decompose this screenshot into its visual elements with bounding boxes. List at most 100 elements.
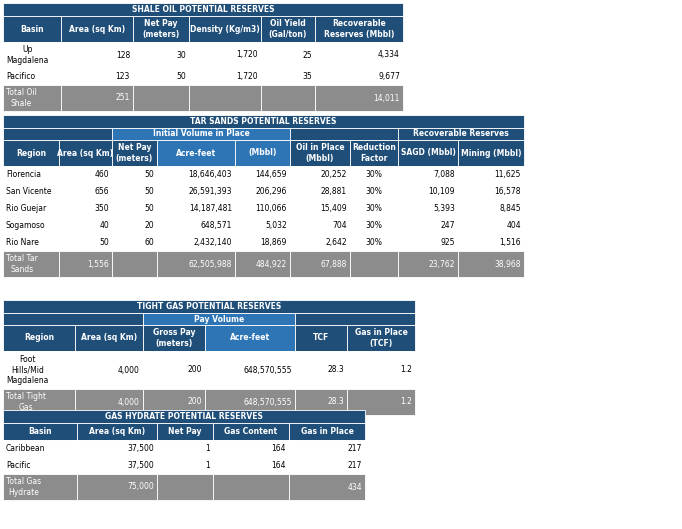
Text: SHALE OIL POTENTIAL RESERVES: SHALE OIL POTENTIAL RESERVES xyxy=(132,5,274,14)
Text: Up
Magdalena: Up Magdalena xyxy=(6,45,48,65)
Text: Sogamoso: Sogamoso xyxy=(6,221,46,230)
Text: Acre-feet: Acre-feet xyxy=(230,333,270,342)
Text: Total Tar
Sands: Total Tar Sands xyxy=(6,254,38,273)
Text: 37,500: 37,500 xyxy=(128,444,154,453)
Bar xyxy=(75,351,143,389)
Text: 18,646,403: 18,646,403 xyxy=(188,170,232,179)
Text: 404: 404 xyxy=(506,221,521,230)
Bar xyxy=(350,183,398,200)
Bar xyxy=(205,351,295,389)
Text: 62,505,988: 62,505,988 xyxy=(189,260,232,269)
Bar xyxy=(189,16,261,42)
Bar xyxy=(157,457,213,474)
Bar xyxy=(157,183,235,200)
Text: 2,432,140: 2,432,140 xyxy=(194,238,232,247)
Bar xyxy=(61,68,133,85)
Bar xyxy=(398,200,458,217)
Text: 37,500: 37,500 xyxy=(128,461,154,470)
Text: 67,888: 67,888 xyxy=(321,260,347,269)
Text: 18,869: 18,869 xyxy=(261,238,287,247)
Bar xyxy=(3,115,524,128)
Text: 1.2: 1.2 xyxy=(400,397,412,406)
Bar xyxy=(61,42,133,68)
Bar xyxy=(3,457,77,474)
Text: 1,720: 1,720 xyxy=(237,50,258,59)
Text: 251: 251 xyxy=(116,94,130,103)
Bar xyxy=(458,166,524,183)
Bar xyxy=(157,251,235,277)
Bar xyxy=(235,234,290,251)
Text: 16,578: 16,578 xyxy=(494,187,521,196)
Text: 5,393: 5,393 xyxy=(433,204,455,213)
Bar xyxy=(290,251,350,277)
Bar xyxy=(3,389,75,415)
Bar xyxy=(143,351,205,389)
Text: 704: 704 xyxy=(332,221,347,230)
Text: 247: 247 xyxy=(441,221,455,230)
Bar xyxy=(157,140,235,166)
Text: 28,881: 28,881 xyxy=(321,187,347,196)
Bar xyxy=(235,166,290,183)
Bar xyxy=(112,140,157,166)
Text: Area (sq Km): Area (sq Km) xyxy=(57,149,114,158)
Text: 28.3: 28.3 xyxy=(327,397,344,406)
Text: 30%: 30% xyxy=(366,238,383,247)
Text: 60: 60 xyxy=(145,238,154,247)
Text: Net Pay: Net Pay xyxy=(168,427,202,436)
Text: 38,968: 38,968 xyxy=(494,260,521,269)
Text: 14,187,481: 14,187,481 xyxy=(189,204,232,213)
Text: GAS HYDRATE POTENTIAL RESERVES: GAS HYDRATE POTENTIAL RESERVES xyxy=(105,412,263,421)
Text: Initial Volume in Place: Initial Volume in Place xyxy=(153,130,250,139)
Text: 1: 1 xyxy=(205,461,210,470)
Bar xyxy=(235,200,290,217)
Bar xyxy=(347,389,415,415)
Bar xyxy=(112,234,157,251)
Text: Area (sq Km): Area (sq Km) xyxy=(81,333,137,342)
Text: 217: 217 xyxy=(348,444,362,453)
Bar xyxy=(315,68,403,85)
Bar xyxy=(213,474,289,500)
Text: Gas in Place: Gas in Place xyxy=(301,427,353,436)
Text: 144,659: 144,659 xyxy=(256,170,287,179)
Bar xyxy=(112,217,157,234)
Bar xyxy=(189,85,261,111)
Bar xyxy=(315,42,403,68)
Text: 7,088: 7,088 xyxy=(433,170,455,179)
Text: 656: 656 xyxy=(94,187,109,196)
Bar xyxy=(290,128,398,140)
Text: Gas Content: Gas Content xyxy=(224,427,278,436)
Bar xyxy=(205,389,295,415)
Text: 30%: 30% xyxy=(366,187,383,196)
Bar xyxy=(3,410,365,423)
Text: Oil Yield
(Gal/ton): Oil Yield (Gal/ton) xyxy=(269,19,307,39)
Bar xyxy=(75,389,143,415)
Bar xyxy=(133,16,189,42)
Text: Basin: Basin xyxy=(20,24,44,33)
Text: Density (Kg/m3): Density (Kg/m3) xyxy=(190,24,260,33)
Text: TAR SANDS POTENTIAL RESERVES: TAR SANDS POTENTIAL RESERVES xyxy=(190,117,337,126)
Bar xyxy=(77,457,157,474)
Bar xyxy=(3,423,77,440)
Text: TCF: TCF xyxy=(313,333,329,342)
Text: 26,591,393: 26,591,393 xyxy=(188,187,232,196)
Text: 128: 128 xyxy=(116,50,130,59)
Text: 434: 434 xyxy=(347,482,362,491)
Bar xyxy=(350,140,398,166)
Text: 200: 200 xyxy=(188,397,202,406)
Text: 648,570,555: 648,570,555 xyxy=(243,397,292,406)
Text: 1.2: 1.2 xyxy=(400,366,412,375)
Text: 50: 50 xyxy=(145,170,154,179)
Bar xyxy=(398,140,458,166)
Bar xyxy=(458,200,524,217)
Text: Net Pay
(meters): Net Pay (meters) xyxy=(143,19,179,39)
Bar xyxy=(350,166,398,183)
Bar xyxy=(213,457,289,474)
Text: 8,845: 8,845 xyxy=(499,204,521,213)
Bar xyxy=(77,474,157,500)
Text: 40: 40 xyxy=(100,221,109,230)
Text: 1,516: 1,516 xyxy=(499,238,521,247)
Bar xyxy=(398,217,458,234)
Bar xyxy=(289,440,365,457)
Text: 350: 350 xyxy=(94,204,109,213)
Bar xyxy=(133,42,189,68)
